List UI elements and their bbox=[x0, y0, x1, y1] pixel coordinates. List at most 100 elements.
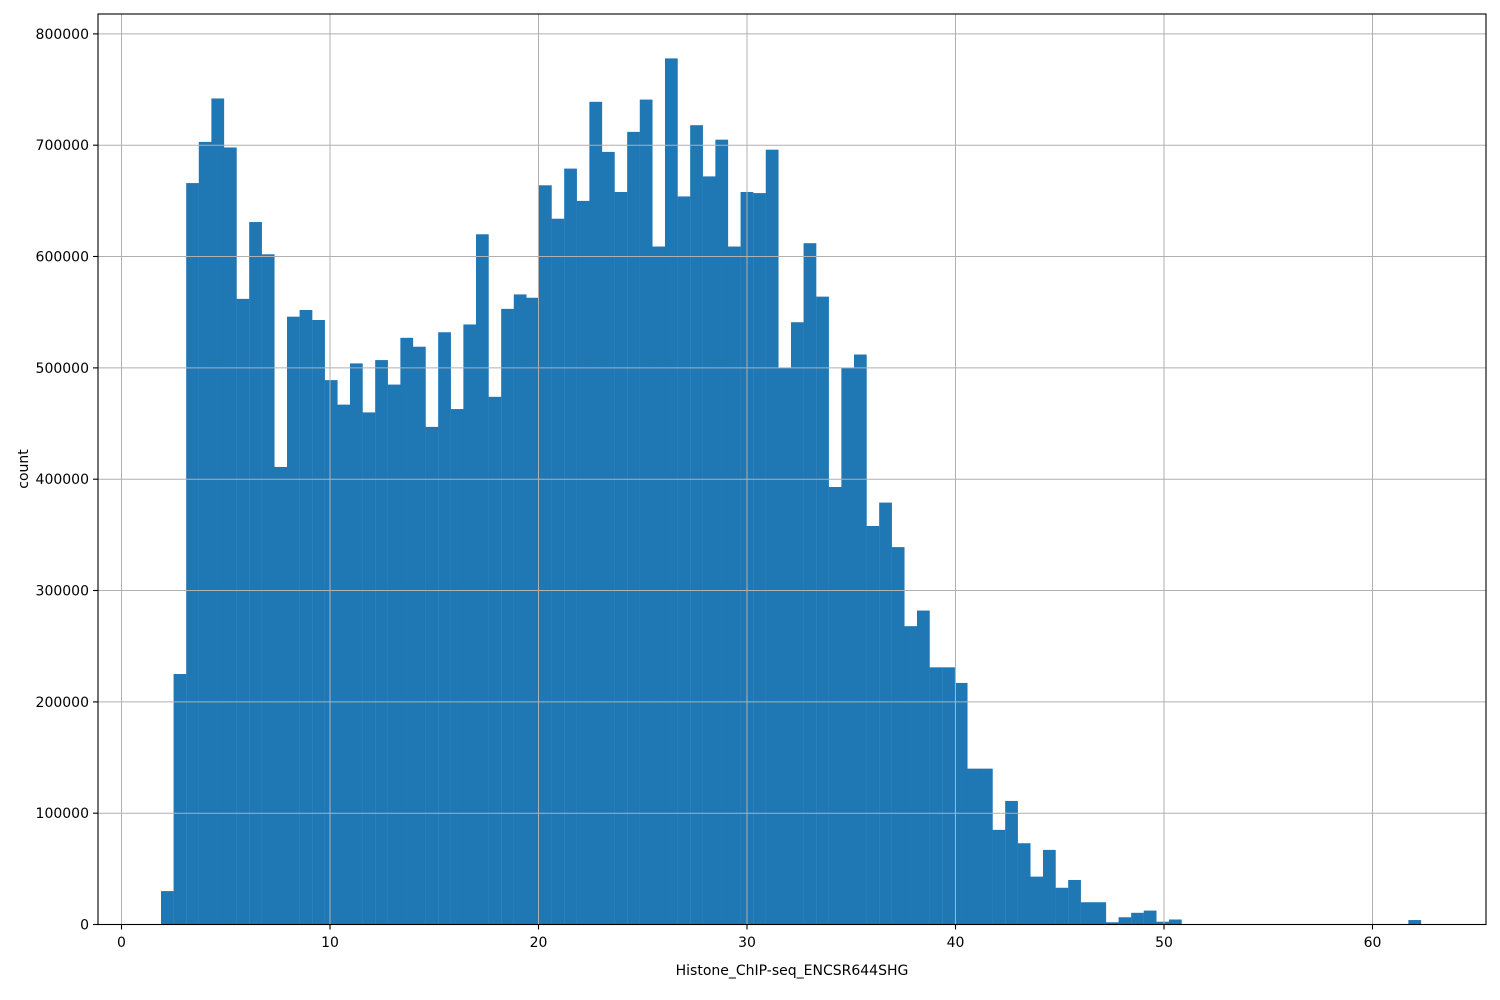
x-tick-label: 20 bbox=[530, 935, 548, 951]
histogram-bar bbox=[274, 466, 288, 925]
histogram-bar bbox=[501, 308, 514, 925]
histogram-bar bbox=[488, 396, 502, 925]
y-tick-label: 800000 bbox=[36, 27, 89, 43]
x-axis-label: Histone_ChIP-seq_ENCSR644SHG bbox=[676, 963, 909, 979]
histogram-bar bbox=[198, 141, 212, 925]
histogram-bar bbox=[349, 363, 363, 925]
histogram-bar bbox=[375, 360, 388, 925]
bars-layer bbox=[160, 58, 1422, 925]
y-tick-label: 700000 bbox=[36, 138, 89, 154]
histogram-bar bbox=[664, 58, 678, 925]
histogram-bar bbox=[1168, 919, 1182, 925]
histogram-bar bbox=[891, 547, 905, 925]
x-tick-label: 0 bbox=[117, 935, 126, 951]
histogram-bar bbox=[450, 409, 464, 925]
histogram-bar bbox=[387, 384, 401, 925]
y-tick-label: 0 bbox=[80, 918, 89, 934]
histogram-bar bbox=[589, 101, 603, 925]
tick-labels-layer: 0 10 20 30 40 50 60 0 100000 200000 300000 400000 50… bbox=[36, 27, 1382, 951]
histogram-bar bbox=[929, 667, 943, 925]
histogram-bar bbox=[954, 682, 968, 925]
x-tick-label: 10 bbox=[321, 935, 339, 951]
histogram-bar bbox=[677, 196, 691, 925]
histogram-bar bbox=[236, 298, 250, 925]
x-tick-label: 30 bbox=[738, 935, 756, 951]
histogram-bar bbox=[853, 354, 867, 925]
histogram-bar bbox=[715, 139, 729, 925]
histogram-bar bbox=[702, 176, 716, 925]
histogram-bar bbox=[992, 829, 1006, 925]
histogram-bar bbox=[942, 667, 955, 925]
x-tick-label: 40 bbox=[947, 935, 965, 951]
histogram-bar bbox=[538, 185, 552, 925]
y-tick-label: 200000 bbox=[36, 695, 89, 711]
histogram-bar bbox=[1055, 887, 1069, 925]
histogram-bar bbox=[690, 125, 703, 925]
histogram-bar bbox=[1080, 902, 1094, 925]
histogram-bar bbox=[652, 246, 666, 925]
histogram-bar bbox=[778, 367, 792, 925]
histogram-bar bbox=[475, 234, 489, 925]
histogram-bar bbox=[160, 891, 174, 925]
histogram-bar bbox=[639, 99, 653, 925]
axes-spines bbox=[97, 13, 1487, 926]
histogram-bar bbox=[186, 183, 199, 925]
histogram-bar bbox=[916, 610, 930, 925]
histogram-bar bbox=[564, 168, 577, 925]
histogram-bar bbox=[803, 243, 817, 925]
x-tick-label: 50 bbox=[1155, 935, 1173, 951]
histogram-bar bbox=[324, 380, 338, 925]
histogram-bar bbox=[412, 346, 426, 925]
histogram-bar bbox=[425, 426, 439, 925]
histogram-bar bbox=[816, 296, 829, 925]
histogram-bar bbox=[261, 254, 275, 925]
histogram-bar bbox=[1131, 912, 1144, 925]
histogram-bar bbox=[299, 309, 313, 925]
histogram-bar bbox=[1093, 902, 1107, 925]
histogram-bar bbox=[979, 768, 993, 925]
histogram-bar bbox=[904, 626, 918, 925]
histogram-bar bbox=[400, 337, 414, 925]
histogram-bar bbox=[513, 294, 527, 925]
histogram-bar bbox=[526, 297, 540, 925]
histogram-bar bbox=[1042, 849, 1056, 925]
y-tick-label: 500000 bbox=[36, 361, 89, 377]
histogram-bar bbox=[601, 151, 615, 925]
histogram-bar bbox=[173, 674, 187, 925]
y-tick-label: 300000 bbox=[36, 584, 89, 600]
histogram-bar bbox=[727, 246, 741, 925]
x-tick-label: 60 bbox=[1364, 935, 1382, 951]
histogram-bar bbox=[879, 502, 892, 925]
histogram-bar bbox=[312, 320, 325, 925]
histogram-bar bbox=[1005, 800, 1018, 925]
histogram-bar bbox=[1030, 876, 1044, 925]
histogram-bar bbox=[337, 404, 351, 925]
histogram-bar bbox=[614, 191, 628, 925]
histogram-bar bbox=[576, 200, 590, 925]
histogram-bar bbox=[1143, 910, 1157, 925]
histogram-bar bbox=[790, 322, 804, 925]
histogram-bar bbox=[249, 222, 262, 925]
histogram-bar bbox=[1156, 921, 1170, 925]
histogram-bar bbox=[211, 98, 225, 925]
plot-border bbox=[97, 13, 1487, 926]
histogram-bar bbox=[765, 149, 779, 925]
ticks-layer bbox=[93, 33, 1374, 930]
histogram-bar bbox=[841, 367, 855, 925]
y-tick-label: 600000 bbox=[36, 250, 89, 266]
histogram-bar bbox=[866, 525, 880, 925]
histogram-bar bbox=[753, 193, 766, 925]
histogram-bar bbox=[1118, 917, 1132, 925]
histogram-bar bbox=[223, 147, 237, 925]
histogram-bar bbox=[286, 316, 300, 925]
histogram-bar bbox=[362, 412, 376, 925]
y-tick-label: 400000 bbox=[36, 472, 89, 488]
histogram-bar bbox=[967, 768, 981, 925]
histogram-bar bbox=[463, 324, 477, 925]
histogram-bar bbox=[1105, 922, 1119, 925]
y-tick-label: 100000 bbox=[36, 806, 89, 822]
histogram-bar bbox=[1068, 879, 1081, 925]
histogram-bar bbox=[1017, 843, 1031, 925]
histogram-bar bbox=[627, 131, 640, 925]
